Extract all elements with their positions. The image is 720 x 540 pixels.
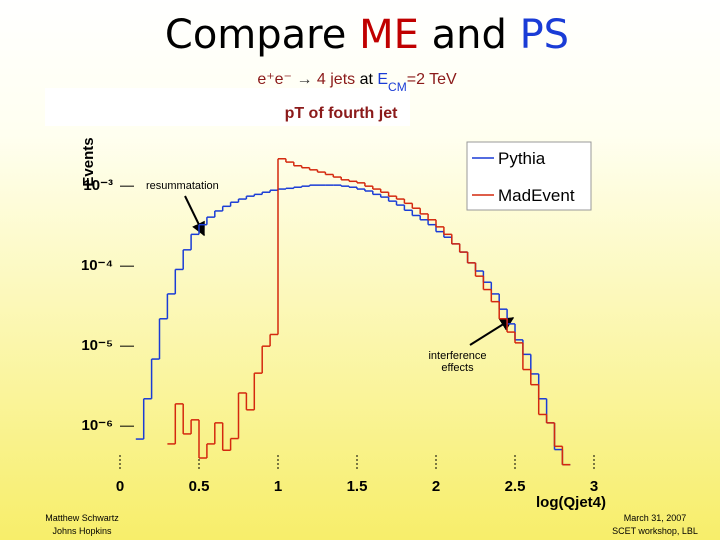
x-tick-label: 1.5: [347, 478, 368, 495]
footer-text: Matthew Schwartz: [45, 513, 119, 523]
title-part: ME: [359, 12, 419, 58]
annotation: interference effects: [428, 350, 487, 374]
y-tick-label: 10⁻⁵: [81, 337, 113, 354]
x-tick-label: 3: [590, 478, 598, 495]
annotation: resummatation: [146, 180, 219, 192]
subtitle-part: CM: [388, 80, 407, 94]
subtitle-part: E: [377, 71, 388, 88]
footer-text: Johns Hopkins: [52, 526, 112, 536]
annotation-arrow: [469, 317, 515, 346]
y-tick-label: 10⁻³: [83, 177, 113, 194]
footer: Matthew Schwartz Johns Hopkins March 31,…: [45, 513, 698, 536]
legend: Pythia MadEvent: [466, 141, 592, 211]
chart-title: pT of fourth jet: [285, 105, 399, 122]
slide-title: Compare ME and PS: [165, 12, 569, 58]
y-axis-label: Events: [80, 137, 97, 186]
x-axis-label: log(Qjet4): [536, 494, 606, 511]
x-tick-label: 0: [116, 478, 124, 495]
y-tick-label: 10⁻⁴: [81, 257, 113, 274]
subtitle-part: →: [292, 71, 317, 88]
x-tick-label: 2.5: [505, 478, 526, 495]
footer-text: SCET workshop, LBL: [612, 526, 698, 536]
slide-subtitle: e⁺e⁻ → 4 jets at ECM=2 TeV: [257, 71, 457, 94]
x-tick-label: 1: [274, 478, 282, 495]
x-tick-label: 0.5: [189, 478, 210, 495]
label-box: [45, 88, 410, 126]
footer-text: March 31, 2007: [624, 513, 687, 523]
title-part: PS: [520, 12, 570, 58]
subtitle-part: at: [355, 71, 377, 88]
subtitle-part: e⁺e⁻: [257, 71, 292, 88]
legend-label: MadEvent: [498, 186, 575, 205]
annotation-arrow: [184, 195, 205, 237]
legend-box: [466, 141, 592, 211]
y-tick-label: 10⁻⁶: [81, 417, 113, 434]
subtitle-part: 4 jets: [317, 71, 355, 88]
annotation-box: interference effects: [428, 350, 487, 374]
title-part: Compare: [165, 12, 359, 58]
title-part: and: [419, 12, 520, 58]
x-tick-label: 2: [432, 478, 440, 495]
legend-label: Pythia: [498, 149, 546, 168]
subtitle-part: =2 TeV: [407, 71, 457, 88]
